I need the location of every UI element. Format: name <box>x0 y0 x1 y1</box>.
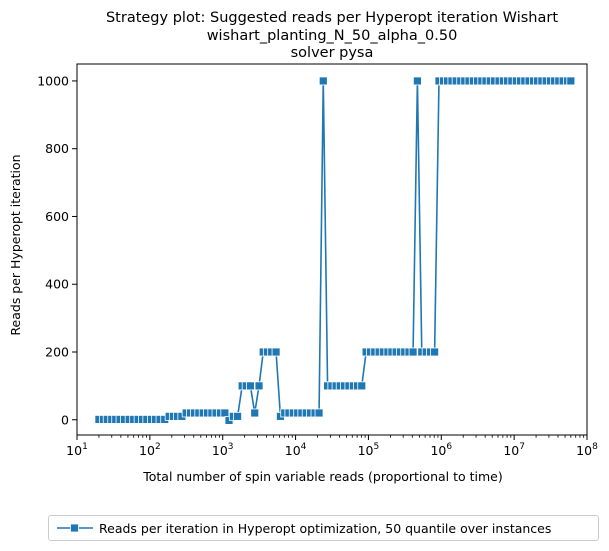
y-tick-label: 1000 <box>37 73 69 88</box>
plot-frame <box>76 63 588 436</box>
legend: Reads per iteration in Hyperopt optimiza… <box>48 515 599 541</box>
chart-title-line-2: wishart_planting_N_50_alpha_0.50 <box>207 28 458 44</box>
data-point <box>271 347 281 357</box>
data-point <box>246 381 255 391</box>
y-tick-label: 200 <box>45 344 69 359</box>
x-tick-label: 107 <box>503 442 525 458</box>
x-tick-label: 105 <box>358 442 380 458</box>
y-tick-label: 400 <box>45 277 69 292</box>
y-axis-ticks: 0 200 400 600 800 1000 <box>37 73 77 427</box>
legend-line-marker-icon <box>57 523 93 533</box>
data-point <box>430 347 440 357</box>
data-point <box>412 76 422 86</box>
series-line <box>98 80 571 422</box>
x-tick-label: 103 <box>212 442 234 458</box>
data-point <box>233 411 242 421</box>
x-tick-label: 106 <box>430 442 452 458</box>
x-tick-label: 101 <box>66 442 88 458</box>
data-point <box>318 76 328 86</box>
x-axis-ticks: 101 102 103 104 105 106 107 108 <box>66 435 598 458</box>
y-axis-label: Reads per Hyperopt iteration <box>8 154 23 335</box>
chart-title-line-3: solver pysa <box>291 45 374 61</box>
data-point <box>254 381 264 391</box>
data-point <box>314 408 324 418</box>
y-tick-label: 600 <box>45 209 69 224</box>
data-point <box>566 76 576 86</box>
y-tick-label: 800 <box>45 141 69 156</box>
x-tick-label: 104 <box>285 442 307 458</box>
series-layer <box>94 76 576 425</box>
x-tick-label: 102 <box>139 442 161 458</box>
legend-label: Reads per iteration in Hyperopt optimiza… <box>99 520 552 536</box>
data-point <box>408 347 418 357</box>
data-point <box>250 408 260 418</box>
chart-title-line-1: Strategy plot: Suggested reads per Hyper… <box>106 10 558 26</box>
data-point <box>220 408 230 418</box>
y-tick-label: 0 <box>61 412 69 427</box>
x-tick-label: 108 <box>576 442 598 458</box>
x-axis-label: Total number of spin variable reads (pro… <box>142 469 503 484</box>
data-point <box>357 381 367 391</box>
